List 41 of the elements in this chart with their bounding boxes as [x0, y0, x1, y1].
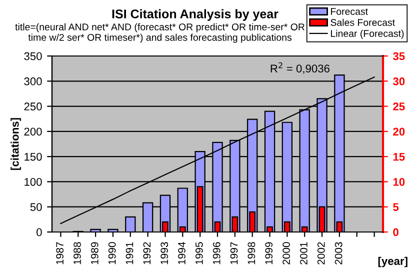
chart-title: ISI Citation Analysis by year	[112, 9, 278, 21]
x-tick-label: 1993	[160, 242, 168, 264]
x-axis-title: [year]	[378, 256, 408, 268]
y2-tick-label: 10	[393, 178, 405, 186]
x-tick-label: 2000	[282, 242, 290, 264]
x-tick-label: 1991	[126, 242, 134, 264]
x-tick-label: 2001	[300, 242, 308, 264]
x-tick-label: 1989	[90, 242, 98, 264]
x-tick-label: 1996	[212, 242, 220, 264]
legend-label: Sales Forecast	[330, 18, 395, 26]
x-tick-label: 1999	[265, 242, 273, 264]
y2-tick-label: 25	[393, 102, 405, 110]
legend-label: Linear (Forecast)	[331, 30, 404, 39]
x-tick-label: 2002	[317, 242, 325, 264]
chart-subtitle: title=(neural AND net* AND (forecast* OR predict* OR time-ser* OR time w/2 ser* OR timeser*) and sales forecasting publications	[15, 23, 304, 43]
x-tick-label: 1990	[108, 242, 116, 264]
y-tick-label: 100	[24, 178, 42, 186]
y2-tick-label: 35	[392, 52, 405, 60]
x-tick-label: 1987	[56, 242, 64, 264]
x-tick-label: 2003	[334, 242, 342, 264]
y-tick-label: 200	[24, 128, 42, 136]
y-axis-title: [citations]	[10, 118, 21, 170]
x-tick-label: 1998	[248, 242, 256, 264]
y2-tick-label: 5	[393, 203, 399, 211]
legend-label: Forecast	[331, 8, 368, 15]
y-tick-label: 50	[30, 203, 42, 211]
x-tick-label: 1992	[143, 242, 151, 264]
y2-tick-label: 0	[393, 228, 398, 236]
annotation: R$^{2}$ = 0,9036	[270, 62, 330, 74]
y2-tick-label: 30	[392, 77, 405, 86]
x-tick-label: 1988	[74, 242, 81, 264]
x-tick-label: 1997	[230, 242, 238, 264]
y2-tick-label: 20	[393, 128, 405, 136]
x-tick-label: 1995	[196, 242, 203, 264]
y-tick-label: 0	[36, 228, 42, 236]
y-tick-label: 350	[24, 52, 42, 60]
y2-tick-label: 15	[393, 152, 405, 161]
y-tick-label: 150	[24, 152, 42, 161]
x-tick-label: 1994	[178, 242, 186, 264]
y-tick-label: 250	[24, 102, 42, 110]
y-tick-label: 300	[24, 77, 42, 86]
